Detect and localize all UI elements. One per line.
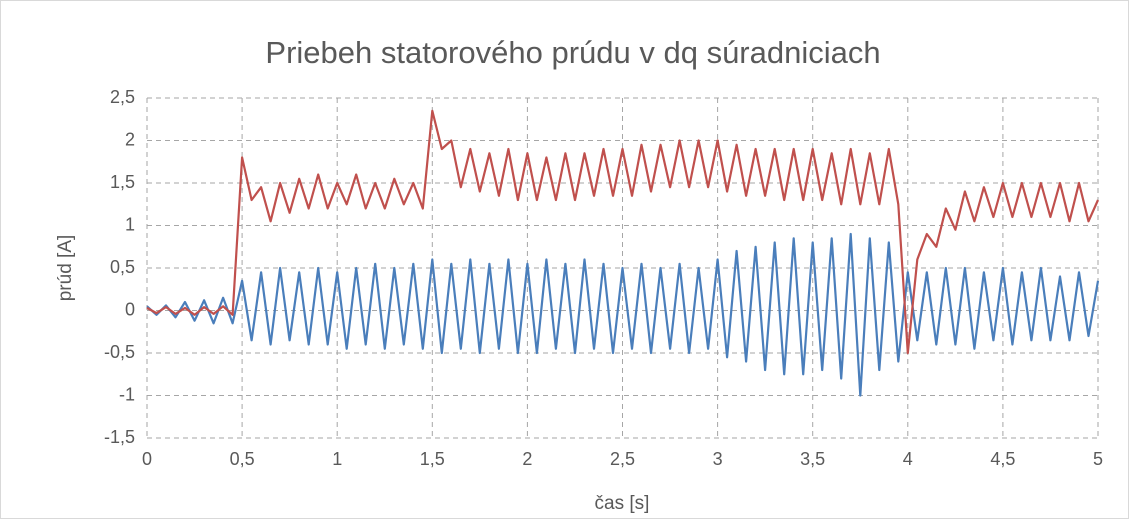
y-tick-label: 0,5: [110, 257, 135, 277]
y-tick-label: 1: [125, 214, 135, 234]
y-tick-label: 2: [125, 129, 135, 149]
x-tick-label: 1,5: [420, 449, 445, 469]
y-tick-label: 0: [125, 299, 135, 319]
series-line: [146, 109, 1100, 355]
y-tick-label: -1: [119, 384, 135, 404]
series-line: [146, 232, 1100, 397]
y-tick-label: -0,5: [104, 342, 135, 362]
x-tick-label: 2: [522, 449, 532, 469]
x-tick-label: 0,5: [230, 449, 255, 469]
x-tick-label: 4,5: [990, 449, 1015, 469]
x-tick-label: 4: [903, 449, 913, 469]
x-tick-label: 2,5: [610, 449, 635, 469]
y-tick-label: 1,5: [110, 172, 135, 192]
x-tick-label: 5: [1093, 449, 1103, 469]
x-tick-label: 3,5: [800, 449, 825, 469]
x-tick-label: 3: [713, 449, 723, 469]
y-tick-label: -1,5: [104, 427, 135, 447]
x-tick-label: 0: [142, 449, 152, 469]
y-axis-label: prúd [A]: [55, 235, 76, 302]
x-tick-label: 1: [332, 449, 342, 469]
chart-title: Priebeh statorového prúdu v dq súradnici…: [265, 35, 880, 70]
x-axis-label: čas [s]: [595, 493, 650, 514]
y-tick-label: 2,5: [110, 87, 135, 107]
